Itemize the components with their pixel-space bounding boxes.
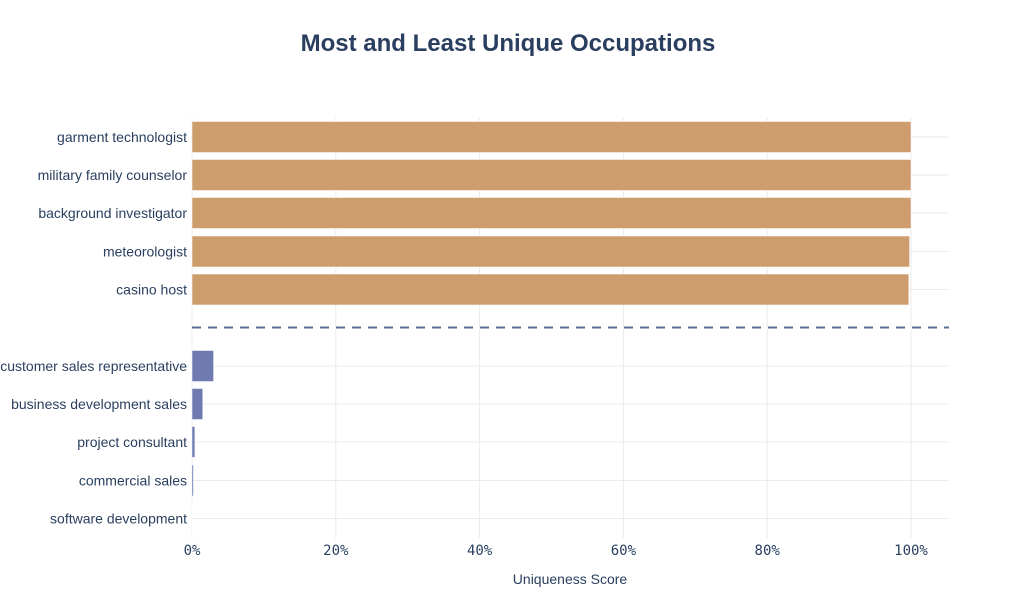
x-tick-labels: 0% 20% 40% 60% 80% 100% (184, 543, 929, 559)
bar-background-investigator (191, 197, 912, 229)
category-label: project consultant (77, 434, 187, 450)
category-label: commercial sales (79, 473, 187, 489)
x-tick-label: 0% (184, 543, 201, 559)
x-tick-label: 40% (467, 543, 493, 559)
bar-casino-host (191, 273, 910, 306)
bar-meteorologist (191, 235, 910, 268)
x-tick-label: 60% (611, 543, 637, 559)
category-label: casino host (116, 282, 187, 298)
x-tick-label: 80% (755, 543, 781, 559)
bar-commercial-sales (191, 464, 194, 497)
bar-business-development-sales (191, 388, 204, 420)
bar-customer-sales-representative (191, 350, 214, 382)
category-label: military family counselor (38, 167, 188, 183)
bars (191, 121, 912, 535)
category-label: software development (50, 511, 187, 527)
category-label: garment technologist (57, 129, 187, 145)
category-labels: garment technologist military family coun… (0, 129, 187, 527)
chart-title: Most and Least Unique Occupations (301, 30, 716, 57)
x-tick-label: 20% (323, 543, 349, 559)
bar-garment-technologist (191, 121, 912, 153)
bar-military-family-counselor (191, 159, 912, 191)
bar-software-development (191, 502, 193, 535)
category-label: background investigator (38, 205, 187, 221)
category-label: meteorologist (103, 244, 187, 260)
x-axis-title: Uniqueness Score (513, 571, 628, 587)
category-label: business development sales (11, 396, 187, 412)
bar-project-consultant (191, 426, 196, 458)
category-label: customer sales representative (0, 358, 187, 374)
x-tick-label: 100% (894, 543, 928, 559)
